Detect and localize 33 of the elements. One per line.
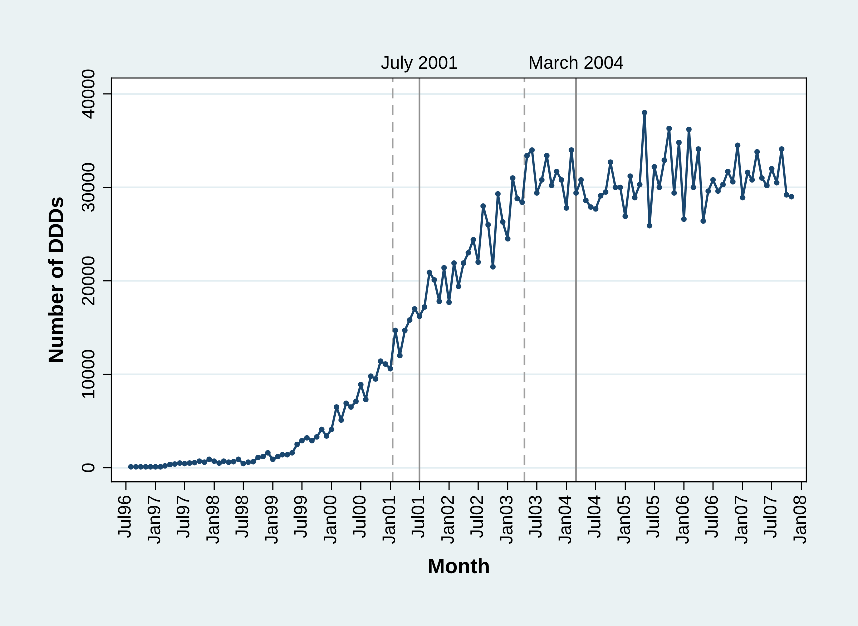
x-tick-label: Jan01 (382, 496, 396, 544)
x-tick-label: Jul03 (528, 496, 542, 538)
x-tick-label: Jul96 (118, 496, 132, 538)
x-tick-label: Jan00 (324, 496, 337, 544)
x-tick-label: Jul02 (470, 496, 484, 538)
ref-line-label: March 2004 (530, 56, 624, 70)
x-tick-label: Jul99 (294, 496, 308, 538)
x-tick-label: Jan97 (148, 496, 161, 544)
y-tick-label: 30000 (82, 163, 95, 212)
x-tick-label: Jan08 (794, 496, 806, 544)
x-tick-label: Jul06 (704, 496, 718, 538)
y-tick-label: 40000 (82, 70, 95, 119)
y-tick-label: 20000 (82, 256, 95, 306)
x-axis-title: Month (429, 558, 489, 574)
x-tick-label: Jul97 (176, 496, 190, 538)
x-tick-label: Jan99 (265, 496, 278, 544)
x-tick-label: Jan07 (734, 496, 748, 544)
y-axis-title: Number of DDDs (48, 198, 64, 362)
x-tick-label: Jul07 (764, 496, 777, 538)
y-tick-label: 0 (82, 464, 95, 472)
x-tick-label: Jan04 (558, 496, 572, 544)
x-tick-label: Jan02 (441, 496, 454, 544)
x-tick-label: Jan05 (618, 496, 630, 544)
x-tick-label: Jul01 (411, 496, 425, 538)
ref-line-label: July 2001 (381, 56, 458, 73)
x-tick-label: Jan03 (500, 496, 513, 544)
x-tick-label: Jan06 (676, 496, 690, 544)
x-tick-label: Jul98 (235, 496, 248, 538)
x-tick-label: Jul04 (588, 496, 601, 538)
x-tick-label: Jul00 (352, 496, 366, 538)
x-tick-label: Jul05 (646, 496, 660, 538)
x-tick-label: Jan98 (206, 496, 220, 544)
y-tick-label: 10000 (82, 350, 95, 398)
